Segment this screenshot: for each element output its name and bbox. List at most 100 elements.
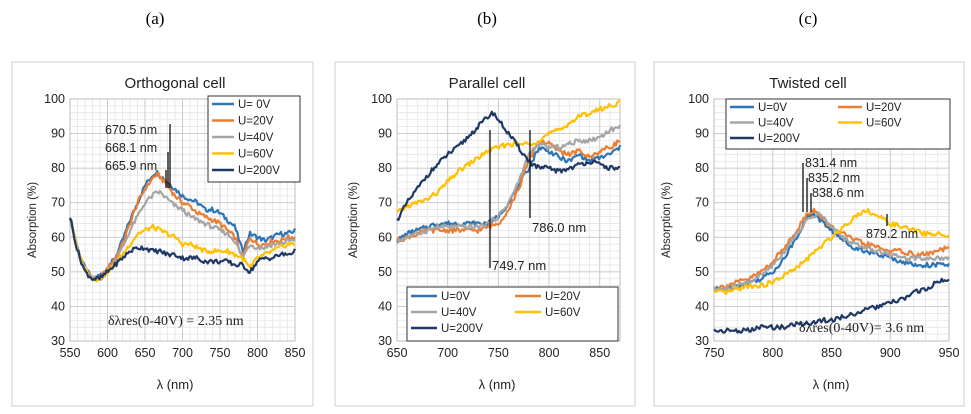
- y-tick-label: 80: [51, 161, 65, 175]
- series-line: [68, 171, 296, 282]
- y-tick-label: 60: [695, 230, 709, 244]
- x-tick-label: 800: [247, 346, 268, 360]
- peak-annotation: 665.9 nm: [105, 159, 157, 173]
- y-tick-label: 50: [695, 265, 709, 279]
- chart-twisted: Twisted cell 30 40 50 60 70 80 90 100 750 800 850…: [653, 61, 965, 407]
- x-tick-label: 600: [97, 346, 118, 360]
- x-tick-label: 850: [589, 346, 610, 360]
- series-group: [713, 207, 950, 334]
- legend-label: U=60V: [545, 307, 581, 319]
- y-tick-label: 100: [44, 92, 65, 106]
- y-tick-label: 70: [51, 196, 65, 210]
- x-tick-label: 900: [880, 346, 901, 360]
- series-line: [713, 208, 950, 296]
- legend-label: U=20V: [866, 102, 902, 114]
- x-ticks: 650 700 750 800 850: [387, 346, 611, 360]
- peak-annotation: 879.2 nm: [866, 227, 918, 241]
- y-tick-label: 70: [695, 196, 709, 210]
- y-axis-label: Absorption (%): [661, 182, 673, 258]
- x-tick-label: 700: [437, 346, 458, 360]
- legend-label: U=20V: [238, 116, 274, 128]
- y-tick-label: 40: [51, 299, 65, 313]
- y-tick-label: 80: [695, 161, 709, 175]
- x-tick-label: 750: [488, 346, 509, 360]
- legend-label: U=0V: [758, 102, 787, 114]
- x-tick-label: 800: [762, 346, 783, 360]
- y-tick-label: 90: [695, 127, 709, 141]
- legend-label: U=40V: [441, 307, 477, 319]
- y-tick-label: 100: [688, 92, 709, 106]
- series-line: [396, 124, 622, 243]
- y-tick-label: 50: [51, 265, 65, 279]
- series-line: [396, 99, 620, 213]
- x-axis-label: λ (nm): [157, 377, 194, 392]
- x-tick-label: 750: [704, 346, 725, 360]
- legend-box: [406, 286, 619, 342]
- y-tick-label: 60: [378, 230, 392, 244]
- peak-annotation: 838.6 nm: [812, 186, 864, 200]
- panel-label-b: (b): [477, 9, 497, 28]
- y-tick-label: 40: [378, 299, 392, 313]
- y-ticks: 30 40 50 60 70 80 90 100: [371, 92, 392, 348]
- x-ticks: 550 600 650 700 750 800 850: [60, 346, 306, 360]
- y-tick-label: 70: [378, 196, 392, 210]
- y-axis-label: Absorption (%): [348, 182, 360, 258]
- y-tick-label: 50: [378, 265, 392, 279]
- series-line: [68, 217, 297, 282]
- x-tick-label: 850: [285, 346, 306, 360]
- y-tick-label: 80: [378, 161, 392, 175]
- peak-annotation: 668.1 nm: [105, 141, 157, 155]
- x-ticks: 750 800 850 900 950: [704, 346, 960, 360]
- y-tick-label: 30: [378, 334, 392, 348]
- peak-annotation: 749.7 nm: [492, 258, 546, 273]
- chart-orthogonal: Orthogonal cell 30 40 50 60 70 80 90 100 550 600…: [11, 61, 314, 407]
- x-axis-label: λ (nm): [813, 377, 850, 392]
- series-line: [396, 110, 621, 222]
- delta-lambda-text: δλres(0-40V) = 2.35 nm: [108, 314, 244, 329]
- chart-title: Twisted cell: [769, 75, 847, 92]
- delta-lambda-text: δλres(0-40V)= 3.6 nm: [799, 321, 924, 336]
- series-group: [395, 99, 622, 244]
- legend-label: U=200V: [758, 133, 800, 145]
- y-ticks: 30 40 50 60 70 80 90 100: [44, 92, 65, 348]
- peak-annotation: 670.5 nm: [105, 123, 157, 137]
- chart-title: Parallel cell: [449, 75, 526, 92]
- y-tick-label: 90: [378, 127, 392, 141]
- panel-label-c: (c): [799, 9, 818, 28]
- chart-parallel: Parallel cell 30 40 50 60 70 80 90 100 650 700 75…: [334, 61, 636, 407]
- x-tick-label: 550: [60, 346, 81, 360]
- chart-title: Orthogonal cell: [125, 75, 226, 92]
- panel-label-a: (a): [146, 9, 165, 28]
- y-tick-label: 60: [51, 230, 65, 244]
- x-tick-label: 800: [539, 346, 560, 360]
- legend: U=0V U=20V U=40V U=60V U=200V: [406, 286, 619, 342]
- x-tick-label: 750: [210, 346, 231, 360]
- legend: U=0V U=20V U=40V U=60V U=200V: [725, 98, 951, 150]
- series-line: [713, 277, 950, 334]
- legend-label: U=40V: [238, 132, 274, 144]
- legend-label: U=20V: [545, 291, 581, 303]
- series-group: [68, 169, 297, 283]
- series-line: [713, 211, 950, 292]
- y-ticks: 30 40 50 60 70 80 90 100: [688, 92, 709, 348]
- x-axis-label: λ (nm): [479, 377, 516, 392]
- y-tick-label: 30: [51, 334, 65, 348]
- y-axis-label: Absorption (%): [27, 182, 39, 258]
- y-tick-label: 40: [695, 299, 709, 313]
- legend-label: U=200V: [238, 165, 280, 177]
- x-tick-label: 700: [172, 346, 193, 360]
- x-tick-label: 850: [821, 346, 842, 360]
- peak-annotation: 835.2 nm: [808, 171, 860, 185]
- legend: U= 0V U=20V U=40V U=60V U=200V: [207, 95, 301, 183]
- y-tick-label: 90: [51, 127, 65, 141]
- legend-label: U=40V: [758, 118, 794, 130]
- series-line: [395, 139, 621, 243]
- x-tick-label: 650: [135, 346, 156, 360]
- peak-annotation: 786.0 nm: [532, 220, 586, 235]
- legend-label: U=0V: [441, 291, 470, 303]
- legend-label: U= 0V: [238, 99, 271, 111]
- y-tick-label: 100: [371, 92, 392, 106]
- y-tick-label: 30: [695, 334, 709, 348]
- legend-label: U=60V: [866, 118, 902, 130]
